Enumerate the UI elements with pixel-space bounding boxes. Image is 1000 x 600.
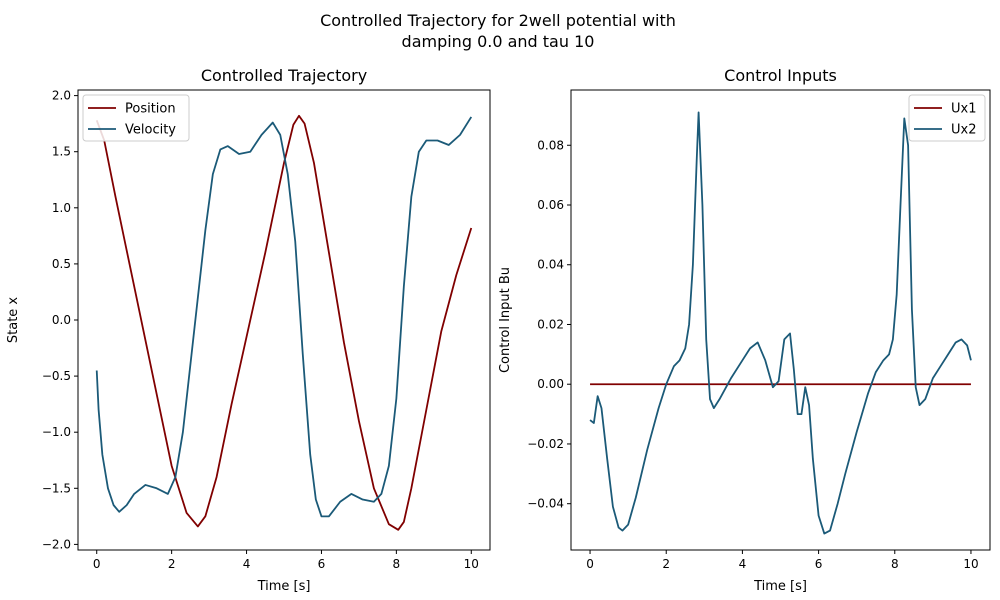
chart-1-xtick-label: 0 xyxy=(586,557,594,571)
chart-1-ytick-label: 0.08 xyxy=(537,138,564,152)
chart-0-ytick-label: −2.0 xyxy=(42,537,71,551)
chart-1-xtick-label: 8 xyxy=(891,557,899,571)
figure-suptitle-line1: Controlled Trajectory for 2well potentia… xyxy=(320,11,676,30)
chart-1-xtick-label: 6 xyxy=(815,557,823,571)
chart-0-ylabel: State x xyxy=(6,297,21,344)
chart-1-ytick-label: 0.00 xyxy=(537,377,564,391)
chart-0-xtick-label: 8 xyxy=(393,557,401,571)
chart-0-ytick-label: 0.5 xyxy=(52,257,71,271)
chart-0-xtick-label: 2 xyxy=(168,557,176,571)
chart-1-axes-frame xyxy=(570,89,991,551)
chart-0-ytick-label: 1.0 xyxy=(52,201,71,215)
chart-0-ytick-label: −0.5 xyxy=(42,369,71,383)
chart-0-legend: Position Velocity xyxy=(82,94,190,142)
chart-1-ytick-label: −0.02 xyxy=(527,437,564,451)
chart-1-title: Control Inputs xyxy=(724,66,837,85)
chart-1-ytick-label: −0.04 xyxy=(527,497,564,511)
chart-0-xlabel: Time [s] xyxy=(257,579,311,594)
figure-suptitle-line2: damping 0.0 and tau 10 xyxy=(402,32,595,51)
subplot-controlled-trajectory: Controlled Trajectory 0 2 4 6 8 10 −2.0 −1.5 −1.0… xyxy=(6,66,491,594)
chart-1-xtick-label: 10 xyxy=(963,557,978,571)
chart-1-ytick-label: 0.06 xyxy=(537,198,564,212)
chart-0-legend-label-velocity: Velocity xyxy=(125,123,176,138)
chart-0-legend-label-position: Position xyxy=(125,102,176,117)
chart-0-ytick-label: −1.0 xyxy=(42,425,71,439)
chart-0-ytick-label: 0.0 xyxy=(52,313,71,327)
chart-1-ytick-label: 0.04 xyxy=(537,258,564,272)
chart-0-xtick-label: 0 xyxy=(93,557,101,571)
chart-1-legend-label-ux2: Ux2 xyxy=(951,123,976,138)
chart-0-title: Controlled Trajectory xyxy=(201,66,367,85)
chart-1-ylabel: Control Input Bu xyxy=(498,267,513,373)
chart-0-series-position-line xyxy=(95,114,473,531)
chart-1-series-ux2-line xyxy=(589,111,972,535)
chart-0-series-velocity-line xyxy=(95,116,473,518)
chart-1-xtick-label: 4 xyxy=(739,557,747,571)
chart-0-xtick-label: 4 xyxy=(243,557,251,571)
chart-0-xtick-label: 10 xyxy=(464,557,479,571)
chart-0-ytick-label: 2.0 xyxy=(52,89,71,103)
chart-1-xlabel: Time [s] xyxy=(753,579,807,594)
chart-0-xtick-label: 6 xyxy=(318,557,326,571)
chart-1-xtick-label: 2 xyxy=(662,557,670,571)
chart-1-ytick-label: 0.02 xyxy=(537,317,564,331)
chart-0-ytick-label: 1.5 xyxy=(52,145,71,159)
subplot-control-inputs: Control Inputs 0 2 4 6 8 10 −0.04 −0.02 0.00 0.02 0… xyxy=(498,66,991,594)
chart-0-ytick-label: −1.5 xyxy=(42,481,71,495)
chart-1-legend-label-ux1: Ux1 xyxy=(951,102,976,117)
